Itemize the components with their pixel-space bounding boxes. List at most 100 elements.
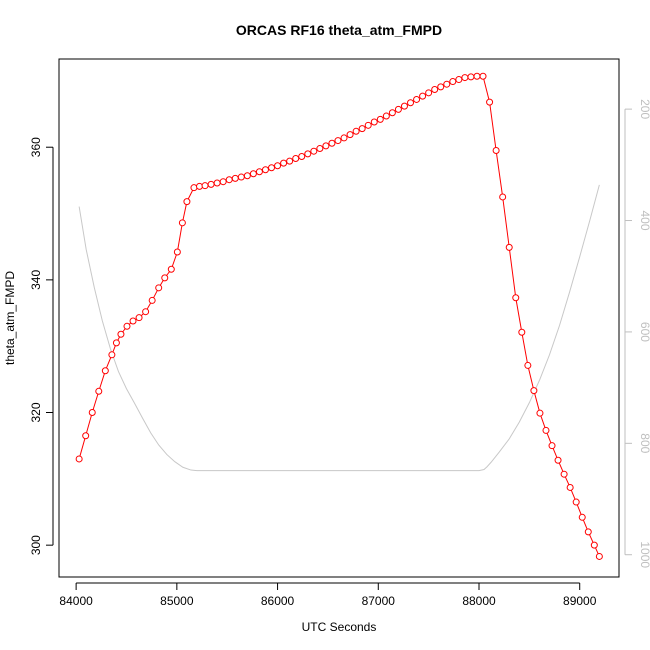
x-axis-label: UTC Seconds [302,620,377,634]
data-point [530,387,538,395]
data-point [148,296,156,304]
data-point [261,166,269,174]
theta-series-line [78,75,600,557]
data-point [328,139,336,147]
data-point [161,274,169,282]
x-axis: 84000 85000 86000 87000 88000 89000 [59,582,597,608]
data-point [364,121,372,129]
data-point [590,541,598,549]
data-point [178,219,186,227]
data-point [298,153,306,160]
y-tick-label: 300 [29,535,43,555]
data-point [310,147,318,155]
data-point [394,105,402,113]
data-point [512,294,520,302]
data-point [536,409,544,417]
y-tick-label: 340 [29,270,43,290]
x-tick-label: 85000 [160,594,194,608]
data-point [486,98,494,106]
data-point [243,172,251,180]
data-point [461,74,469,82]
x-tick-label: 89000 [563,594,597,608]
chart-title: ORCAS RF16 theta_atm_FMPD [236,22,442,38]
data-point [268,164,276,172]
data-point [358,125,366,133]
data-point [376,115,384,123]
y-tick-label: 360 [29,137,43,157]
data-point [334,137,342,145]
data-point [112,339,120,347]
y-axis-label: theta_atm_FMPD [3,271,17,365]
data-point [225,176,233,184]
y2-tick-label: 200 [638,99,650,119]
data-point [400,102,408,110]
data-point [123,322,131,330]
data-point [578,513,586,521]
x-tick-label: 88000 [462,594,496,608]
y2-tick-label: 600 [638,322,650,342]
data-point [322,142,330,150]
data-point [101,367,109,375]
x-tick-label: 84000 [59,594,93,608]
altitude-series-line [78,184,600,472]
data-point [274,162,282,170]
data-point [280,159,288,167]
data-point [467,73,475,81]
data-point [518,328,526,336]
data-point [196,182,203,190]
data-point [340,134,348,142]
data-point [237,173,245,181]
data-point [542,426,550,434]
data-point [249,170,257,178]
data-point [437,83,445,91]
data-point [129,317,137,325]
data-point [524,361,532,369]
y-tick-label: 320 [29,402,43,422]
y-axis: 300 320 340 360 [29,137,54,555]
data-point [566,483,574,491]
data-point [167,265,175,273]
data-point [82,432,90,440]
data-point [554,456,562,464]
data-point [499,193,507,201]
data-point [548,442,556,450]
data-point [316,145,324,153]
data-point [455,76,463,84]
data-point [419,92,427,100]
data-point [183,198,191,206]
data-point [449,78,457,86]
data-point [255,168,263,176]
y2-axis: 200 400 600 800 1000 [624,99,650,568]
data-point [431,86,439,94]
data-point [407,99,415,107]
data-point [413,95,421,103]
data-point [117,330,125,338]
data-point [286,157,294,165]
data-point [425,89,433,97]
data-point [505,243,513,251]
data-point [207,180,215,188]
y2-tick-label: 800 [638,433,650,453]
data-point [213,179,221,187]
x-tick-label: 87000 [362,594,396,608]
data-point [135,314,143,322]
data-point [231,174,239,182]
data-point [173,248,181,256]
x-tick-label: 86000 [261,594,295,608]
data-point [572,498,580,506]
data-point [370,118,378,126]
data-point [595,552,603,560]
data-point [388,109,396,117]
data-point [75,455,83,463]
data-point [142,308,150,316]
data-point [382,112,390,120]
data-point [219,178,227,186]
data-point [304,150,312,158]
data-point [584,528,592,536]
data-point [88,409,96,417]
data-point [346,131,354,139]
data-point [443,80,451,88]
data-point [492,147,500,155]
data-point [155,284,163,292]
